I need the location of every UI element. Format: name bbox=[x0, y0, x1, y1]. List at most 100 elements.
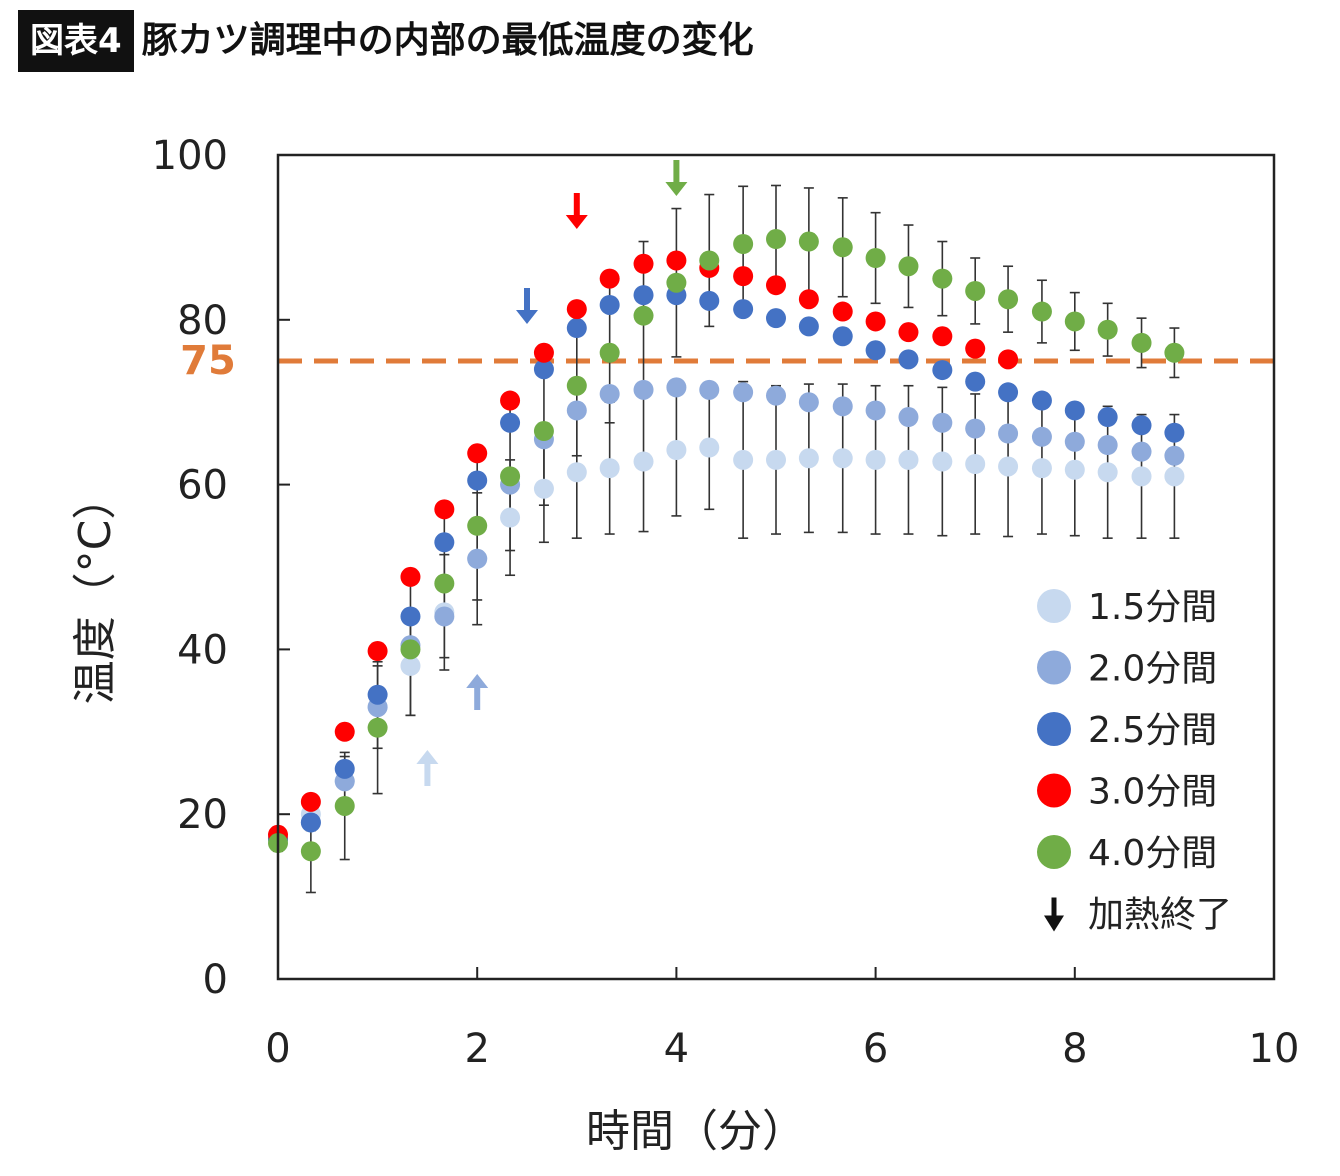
data-point bbox=[998, 289, 1019, 310]
data-point bbox=[733, 449, 754, 470]
data-point bbox=[1097, 319, 1118, 340]
legend-marker bbox=[1037, 650, 1071, 685]
data-point bbox=[965, 454, 986, 474]
data-point bbox=[367, 717, 388, 738]
data-point bbox=[533, 359, 554, 380]
y-tick-label: 100 bbox=[152, 133, 228, 179]
data-point bbox=[400, 639, 421, 660]
data-point bbox=[733, 233, 754, 254]
data-point bbox=[300, 791, 321, 812]
data-point bbox=[1131, 466, 1152, 487]
legend-label: 3.0分間 bbox=[1088, 772, 1217, 813]
data-point bbox=[300, 812, 321, 833]
end-arrow-1.5-head bbox=[416, 750, 439, 764]
data-point bbox=[467, 548, 488, 569]
data-point bbox=[633, 285, 654, 306]
x-tick-label: 6 bbox=[863, 1026, 888, 1072]
data-point bbox=[533, 421, 554, 442]
data-point bbox=[500, 507, 521, 528]
data-point bbox=[998, 382, 1019, 403]
data-point bbox=[666, 272, 687, 293]
legend-arrow-head bbox=[1044, 915, 1064, 932]
data-point bbox=[599, 342, 620, 363]
data-point bbox=[932, 360, 953, 381]
data-point bbox=[898, 449, 919, 470]
data-point bbox=[300, 841, 321, 862]
data-point bbox=[832, 396, 853, 417]
data-point bbox=[699, 437, 720, 458]
data-point bbox=[998, 456, 1019, 477]
legend-label-end-marker: 加熱終了 bbox=[1088, 895, 1232, 936]
y-tick-label: 80 bbox=[177, 298, 228, 344]
data-point bbox=[633, 379, 654, 400]
data-point bbox=[367, 641, 388, 662]
data-point bbox=[1031, 301, 1052, 322]
data-point bbox=[1164, 445, 1185, 466]
threshold-label: 75 bbox=[180, 338, 236, 384]
data-point bbox=[865, 449, 886, 470]
figure-tag: 図表4 bbox=[18, 10, 134, 72]
data-point bbox=[400, 606, 421, 627]
data-point bbox=[1164, 422, 1185, 443]
data-point bbox=[566, 375, 587, 396]
legend-label: 2.5分間 bbox=[1088, 710, 1217, 751]
data-point bbox=[599, 294, 620, 315]
data-point bbox=[898, 349, 919, 370]
data-point bbox=[932, 268, 953, 289]
x-tick-label: 0 bbox=[265, 1026, 290, 1072]
data-point bbox=[1064, 459, 1085, 480]
data-point bbox=[633, 253, 654, 274]
data-point bbox=[932, 412, 953, 433]
data-point bbox=[865, 340, 886, 361]
data-point bbox=[733, 299, 754, 320]
data-point bbox=[400, 566, 421, 587]
data-point bbox=[500, 390, 521, 411]
data-point bbox=[998, 349, 1019, 370]
data-point bbox=[766, 275, 786, 296]
plot-frame bbox=[276, 153, 1276, 981]
data-point bbox=[1131, 441, 1152, 462]
data-point bbox=[500, 466, 521, 487]
data-point bbox=[566, 400, 587, 421]
data-point bbox=[1064, 311, 1085, 332]
data-point bbox=[500, 412, 521, 433]
data-point bbox=[832, 237, 853, 258]
data-point bbox=[633, 305, 654, 326]
data-point bbox=[599, 268, 620, 289]
data-point bbox=[699, 379, 720, 400]
legend-label: 2.0分間 bbox=[1088, 649, 1217, 690]
data-point bbox=[766, 308, 786, 329]
data-point bbox=[1031, 426, 1052, 447]
legend-marker bbox=[1037, 589, 1071, 623]
data-point bbox=[865, 311, 886, 332]
data-point bbox=[832, 326, 853, 347]
data-point bbox=[633, 451, 654, 472]
data-point bbox=[865, 400, 886, 421]
y-tick-label: 60 bbox=[177, 463, 228, 509]
data-point bbox=[798, 231, 819, 252]
data-point bbox=[898, 407, 919, 428]
data-point bbox=[1064, 400, 1085, 421]
end-arrow-4.0-head bbox=[665, 182, 688, 196]
end-arrow-3.0-head bbox=[565, 215, 588, 229]
title-bar: 図表4 豚カツ調理中の内部の最低温度の変化 bbox=[18, 10, 754, 72]
x-tick-label: 8 bbox=[1062, 1026, 1087, 1072]
data-point bbox=[898, 256, 919, 277]
data-point bbox=[434, 606, 455, 627]
data-point bbox=[599, 458, 620, 479]
legend-marker bbox=[1037, 773, 1071, 808]
data-point bbox=[998, 423, 1019, 444]
end-arrow-2.5-head bbox=[516, 310, 538, 324]
data-point bbox=[932, 451, 953, 472]
data-point bbox=[666, 377, 687, 398]
data-point bbox=[1031, 458, 1052, 479]
data-point bbox=[1131, 415, 1152, 436]
legend-marker bbox=[1037, 835, 1071, 869]
data-point bbox=[1097, 462, 1118, 483]
data-point bbox=[1164, 342, 1185, 363]
y-tick-label: 40 bbox=[177, 627, 228, 673]
data-point bbox=[832, 448, 853, 469]
